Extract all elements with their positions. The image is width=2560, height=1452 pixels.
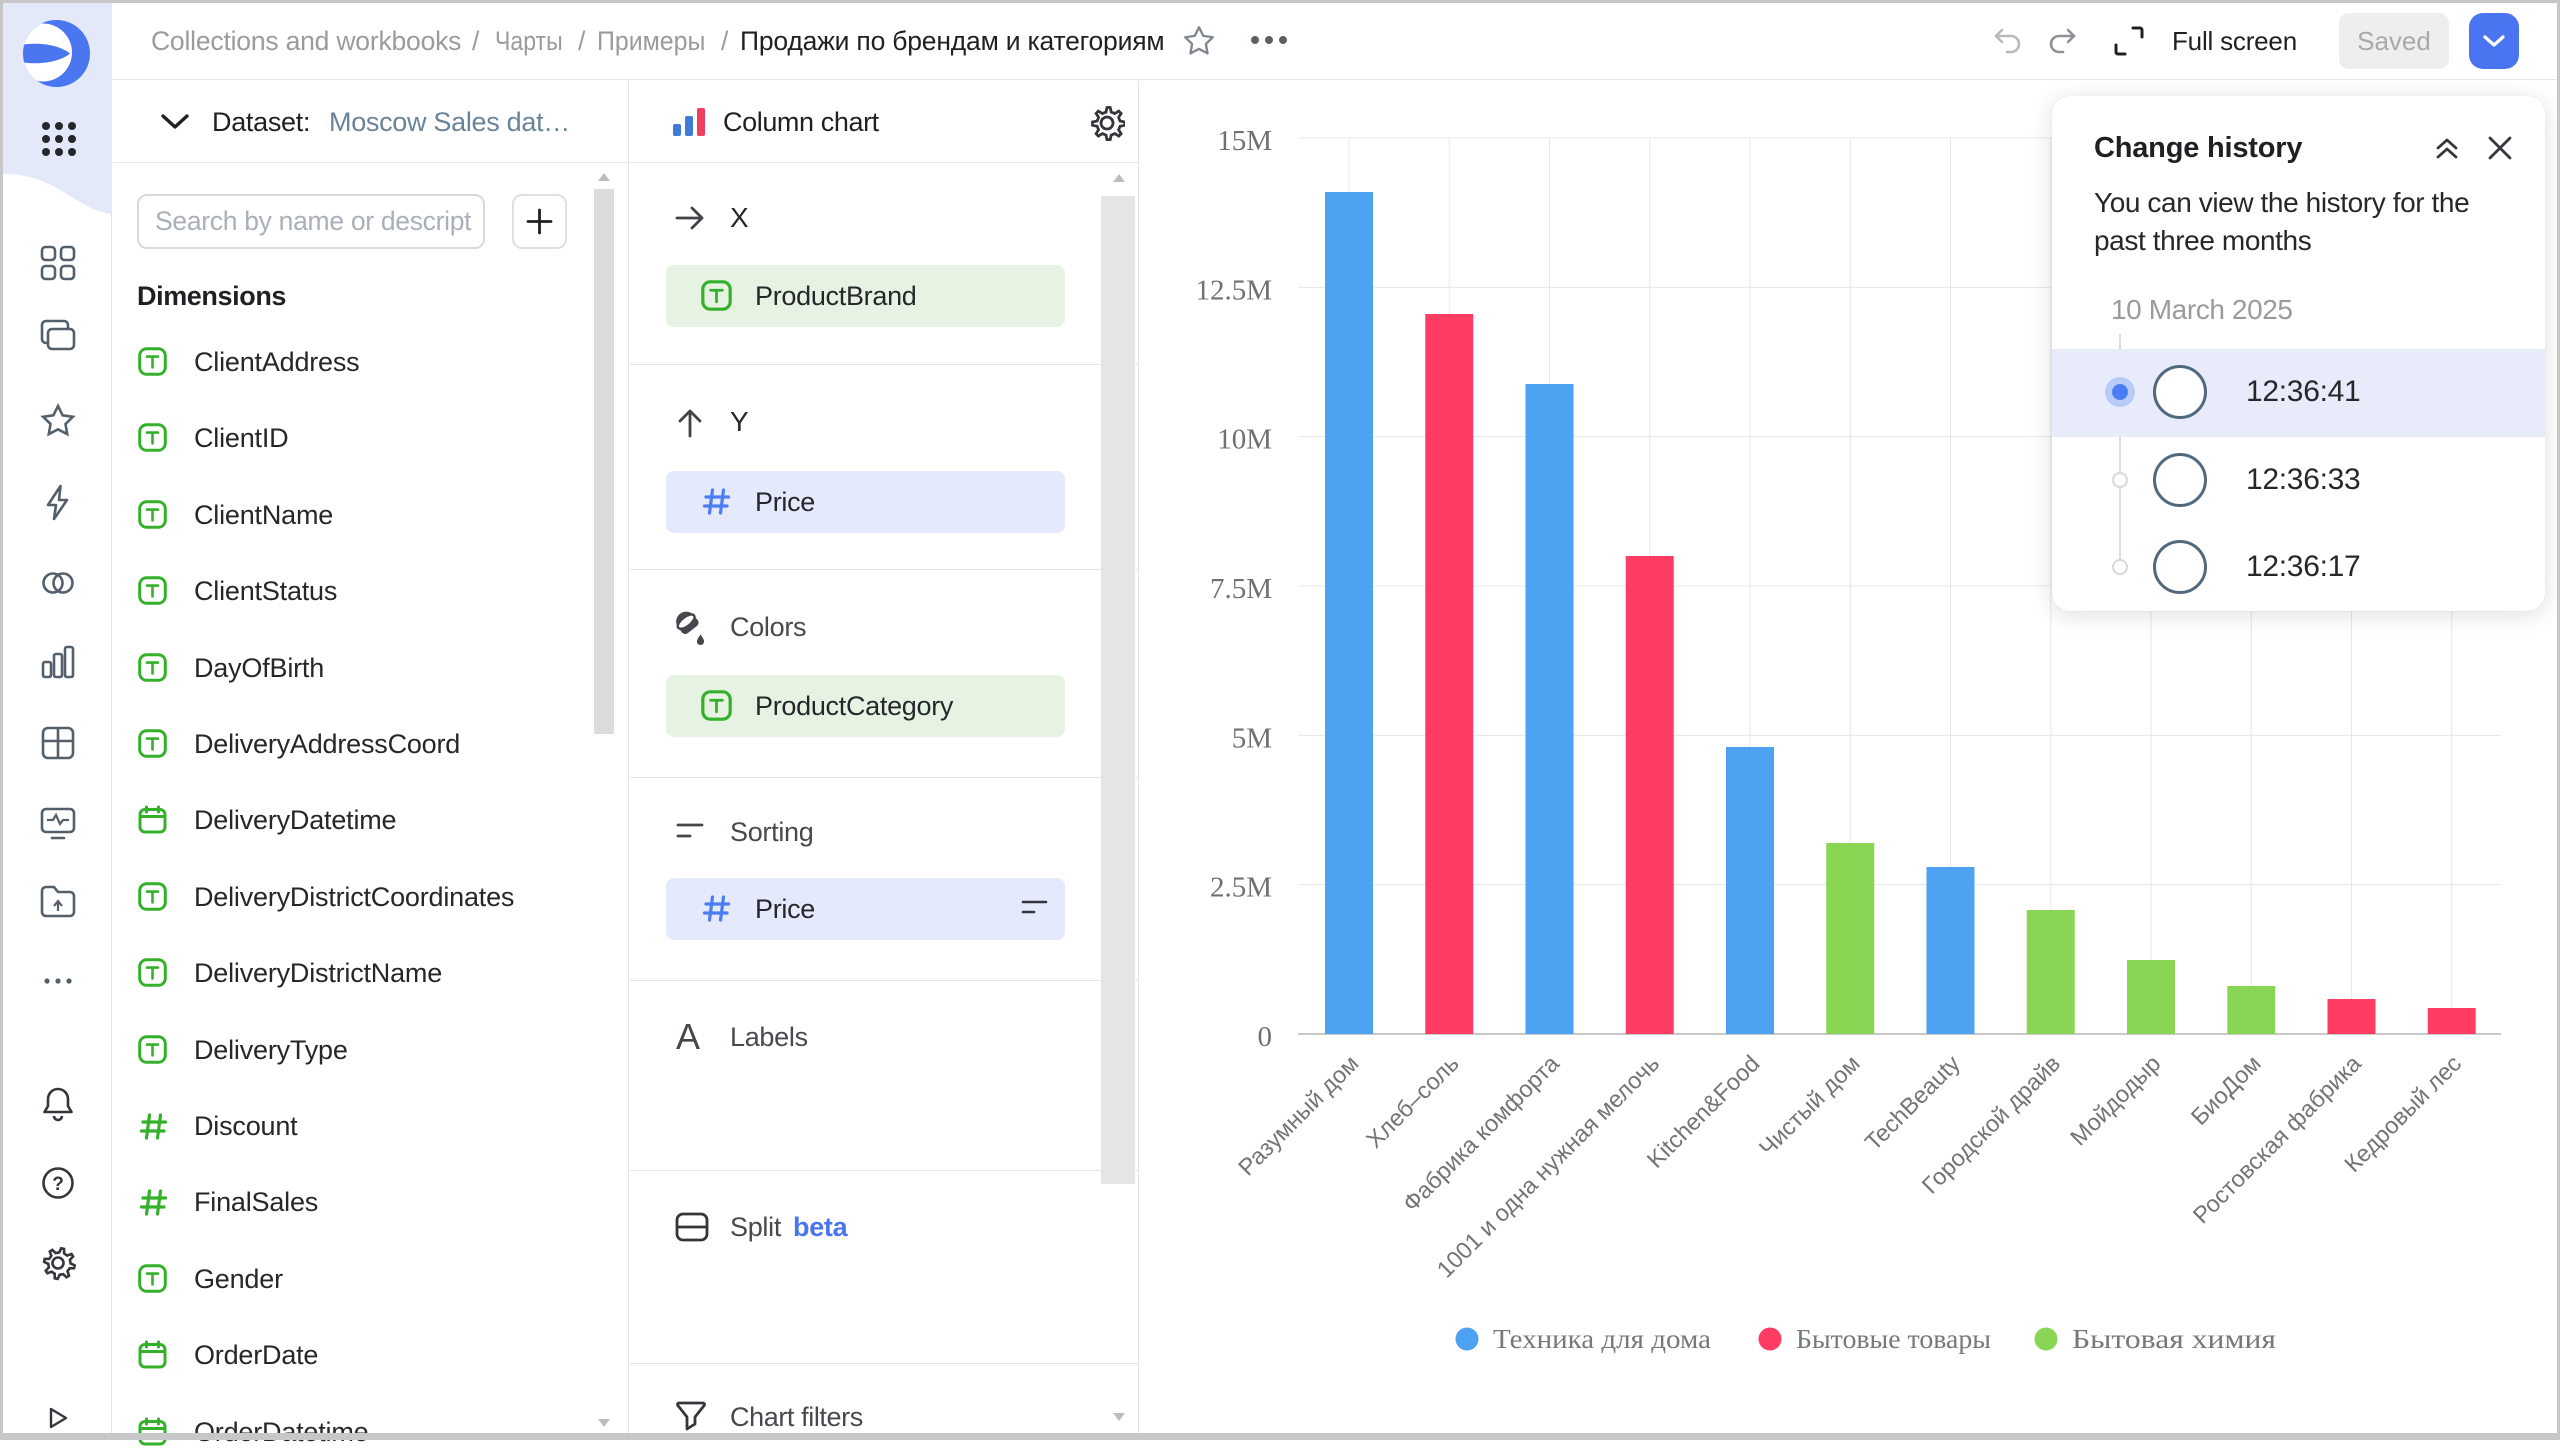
svg-text:Ростовская фабрика: Ростовская фабрика (2188, 1050, 2367, 1229)
svg-text:БиоДом: БиоДом (2186, 1050, 2266, 1130)
svg-text:5M: 5M (1232, 722, 1272, 754)
svg-text:Чистый дом: Чистый дом (1754, 1050, 1865, 1161)
svg-text:TechBeauty: TechBeauty (1860, 1050, 1965, 1155)
svg-text:15M: 15M (1217, 125, 1272, 157)
svg-text:Хлеб–соль: Хлеб–соль (1361, 1050, 1464, 1153)
svg-text:12.5M: 12.5M (1195, 274, 1272, 306)
svg-text:1001 и одна нужная мелочь: 1001 и одна нужная мелочь (1432, 1050, 1664, 1282)
svg-text:10M: 10M (1217, 424, 1272, 456)
svg-text:7.5M: 7.5M (1210, 573, 1272, 605)
svg-text:?: ? (52, 1174, 64, 1195)
svg-text:2.5M: 2.5M (1210, 872, 1272, 904)
svg-text:0: 0 (1258, 1021, 1273, 1053)
svg-text:Бытовые товары: Бытовые товары (1796, 1323, 1991, 1354)
svg-text:Разумный дом: Разумный дом (1233, 1050, 1363, 1180)
svg-text:Техника для дома: Техника для дома (1493, 1323, 1711, 1354)
svg-text:Бытовая химия: Бытовая химия (2072, 1323, 2276, 1354)
svg-text:Мойдодыр: Мойдодыр (2065, 1050, 2165, 1150)
